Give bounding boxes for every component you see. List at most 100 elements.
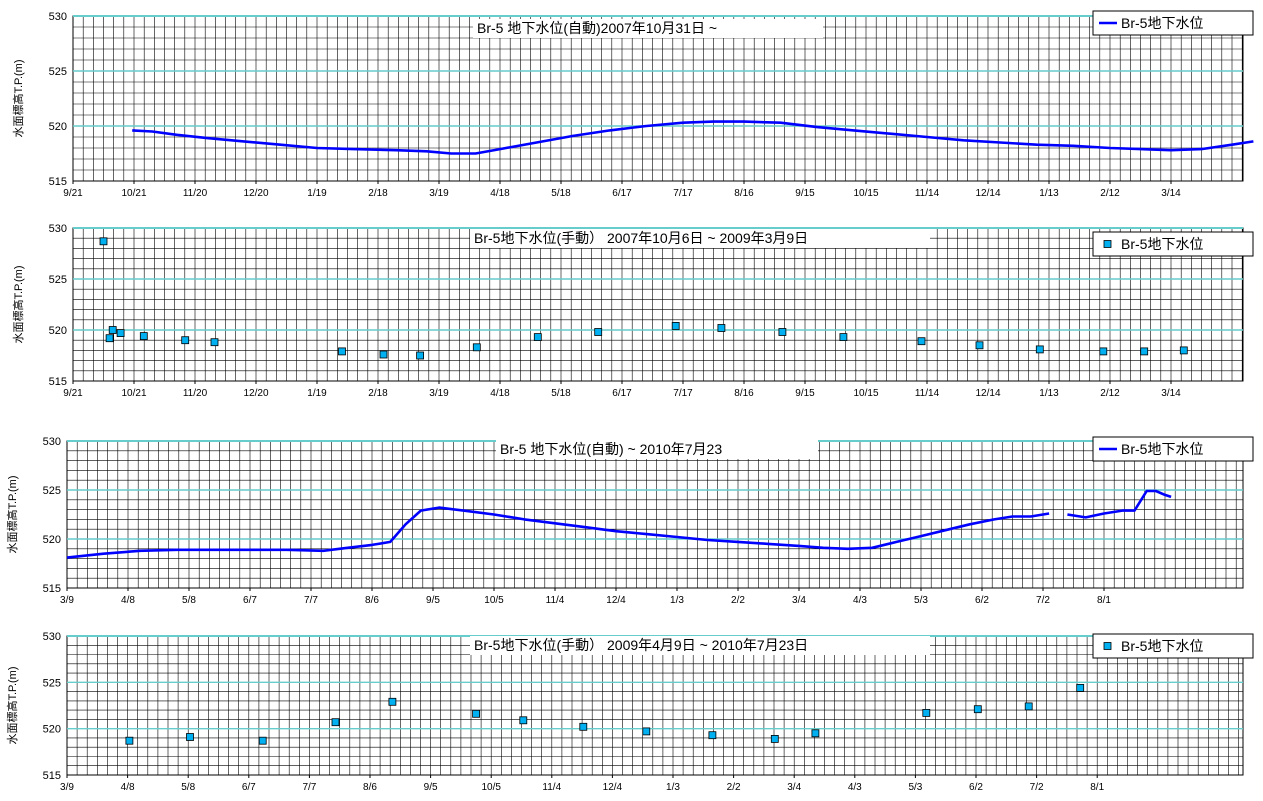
x-tick-label: 3/9: [60, 595, 74, 606]
plot-area: [72, 227, 1244, 382]
x-tick-label: 5/8: [181, 782, 195, 793]
data-point: [125, 736, 134, 745]
x-tick-label: 10/21: [121, 388, 146, 399]
data-point: [1024, 702, 1033, 711]
x-tick-label: 3/19: [429, 388, 449, 399]
x-tick-label: 3/19: [429, 188, 449, 199]
series-line: [66, 506, 1050, 559]
x-tick-label: 10/21: [121, 188, 146, 199]
data-point: [1035, 345, 1044, 354]
data-point: [105, 334, 114, 343]
x-tick-label: 8/16: [734, 388, 754, 399]
x-tick-label: 5/18: [551, 388, 571, 399]
x-tick-label: 5/3: [914, 595, 928, 606]
data-point: [472, 343, 481, 352]
data-point: [99, 237, 108, 246]
x-tick-label: 4/8: [121, 595, 135, 606]
x-tick-label: 10/15: [853, 388, 878, 399]
x-tick-label: 5/8: [182, 595, 196, 606]
title-box: [470, 636, 930, 655]
chart-title: Br-5地下水位(手動） 2009年4月9日 ~ 2010年7月23日: [474, 637, 808, 653]
legend-marker-swatch: [1103, 240, 1112, 248]
x-tick-label: 7/7: [302, 782, 316, 793]
x-tick-label: 2/12: [1100, 188, 1120, 199]
x-tick-label: 4/3: [848, 782, 862, 793]
x-tick-label: 3/14: [1161, 188, 1181, 199]
x-tick-label: 4/3: [853, 595, 867, 606]
x-tick-label: 8/6: [365, 595, 379, 606]
data-point: [116, 329, 125, 338]
data-point: [338, 347, 346, 356]
chart-title: Br-5 地下水位(自動) ~ 2010年7月23: [500, 441, 722, 457]
data-point: [717, 324, 726, 332]
data-point: [108, 326, 117, 334]
x-tick-label: 2/2: [727, 782, 741, 793]
legend: Br-5地下水位: [1092, 633, 1254, 659]
x-tick-label: 2/18: [368, 388, 388, 399]
y-axis-label: 水面標高T.P.(m): [11, 59, 25, 137]
data-point: [594, 328, 603, 336]
x-tick-label: 1/19: [307, 388, 327, 399]
x-tick-label: 6/2: [975, 595, 989, 606]
x-tick-label: 8/1: [1090, 782, 1104, 793]
y-axis-label: 水面標高T.P.(m): [11, 265, 25, 343]
x-tick-label: 3/9: [60, 782, 74, 793]
y-tick-label: 515: [43, 770, 61, 782]
y-tick-label: 530: [49, 223, 67, 235]
y-tick-label: 525: [49, 274, 67, 286]
y-tick-label: 530: [49, 11, 67, 23]
y-tick-label: 520: [49, 121, 67, 133]
data-point: [416, 351, 425, 360]
x-tick-label: 5/3: [908, 782, 922, 793]
y-axis-label: 水面標高T.P.(m): [5, 666, 19, 744]
grid: [73, 16, 1243, 181]
x-tick-label: 11/20: [183, 188, 208, 199]
x-tick-label: 11/14: [915, 188, 940, 199]
x-tick-label: 1/3: [670, 595, 684, 606]
x-tick-label: 9/15: [795, 188, 815, 199]
x-tick-label: 12/20: [243, 188, 268, 199]
x-tick-label: 6/7: [243, 595, 257, 606]
chart-panel-4: 515 520 525 530 3/9 4/8 5/8 6/7 7/7 8/6 9/5 10/5 11/…: [5, 631, 1254, 793]
x-tick-label: 12/20: [243, 388, 268, 399]
x-tick-label: 10/5: [484, 595, 504, 606]
x-tick-label: 3/4: [792, 595, 806, 606]
x-tick-label: 2/18: [368, 188, 388, 199]
series-line: [132, 120, 1254, 155]
data-point: [181, 336, 190, 345]
y-axis-label: 水面標高T.P.(m): [5, 475, 19, 553]
x-tick-label: 11/4: [542, 782, 561, 793]
x-tick-label: 1/19: [307, 188, 327, 199]
data-point: [186, 733, 194, 741]
x-tick-label: 10/5: [481, 782, 501, 793]
x-tick-label: 7/7: [304, 595, 318, 606]
x-tick-label: 6/2: [969, 782, 983, 793]
y-tick-label: 520: [43, 724, 61, 736]
chart-panel-2: 515 520 525 530 9/21 10/21 11/20 12/20 1/19 2/18 3…: [11, 223, 1254, 399]
data-point: [770, 735, 779, 743]
grid: [67, 636, 1243, 775]
grid: [73, 228, 1243, 381]
data-point: [1140, 347, 1149, 356]
x-tick-label: 7/17: [673, 188, 693, 199]
y-tick-label: 520: [43, 534, 61, 546]
x-tick-label: 9/15: [795, 388, 815, 399]
data-point: [388, 697, 397, 706]
chart-panel-1: 515 520 525 530 9/21 10/21 11/20 12/20 1/19 2/18 3…: [11, 10, 1254, 199]
legend: Br-5地下水位: [1092, 231, 1254, 257]
x-tick-label: 12/4: [603, 782, 623, 793]
y-tick-label: 530: [43, 436, 61, 448]
x-tick-label: 1/3: [666, 782, 680, 793]
data-point: [708, 731, 717, 740]
x-tick-label: 12/4: [606, 595, 626, 606]
data-point: [472, 709, 481, 718]
x-tick-label: 8/16: [734, 188, 754, 199]
data-point: [671, 321, 680, 330]
x-tick-label: 11/4: [546, 595, 565, 606]
plot-area: [72, 15, 1244, 182]
x-tick-label: 7/17: [673, 388, 693, 399]
x-tick-label: 3/4: [787, 782, 801, 793]
data-point: [917, 337, 926, 346]
